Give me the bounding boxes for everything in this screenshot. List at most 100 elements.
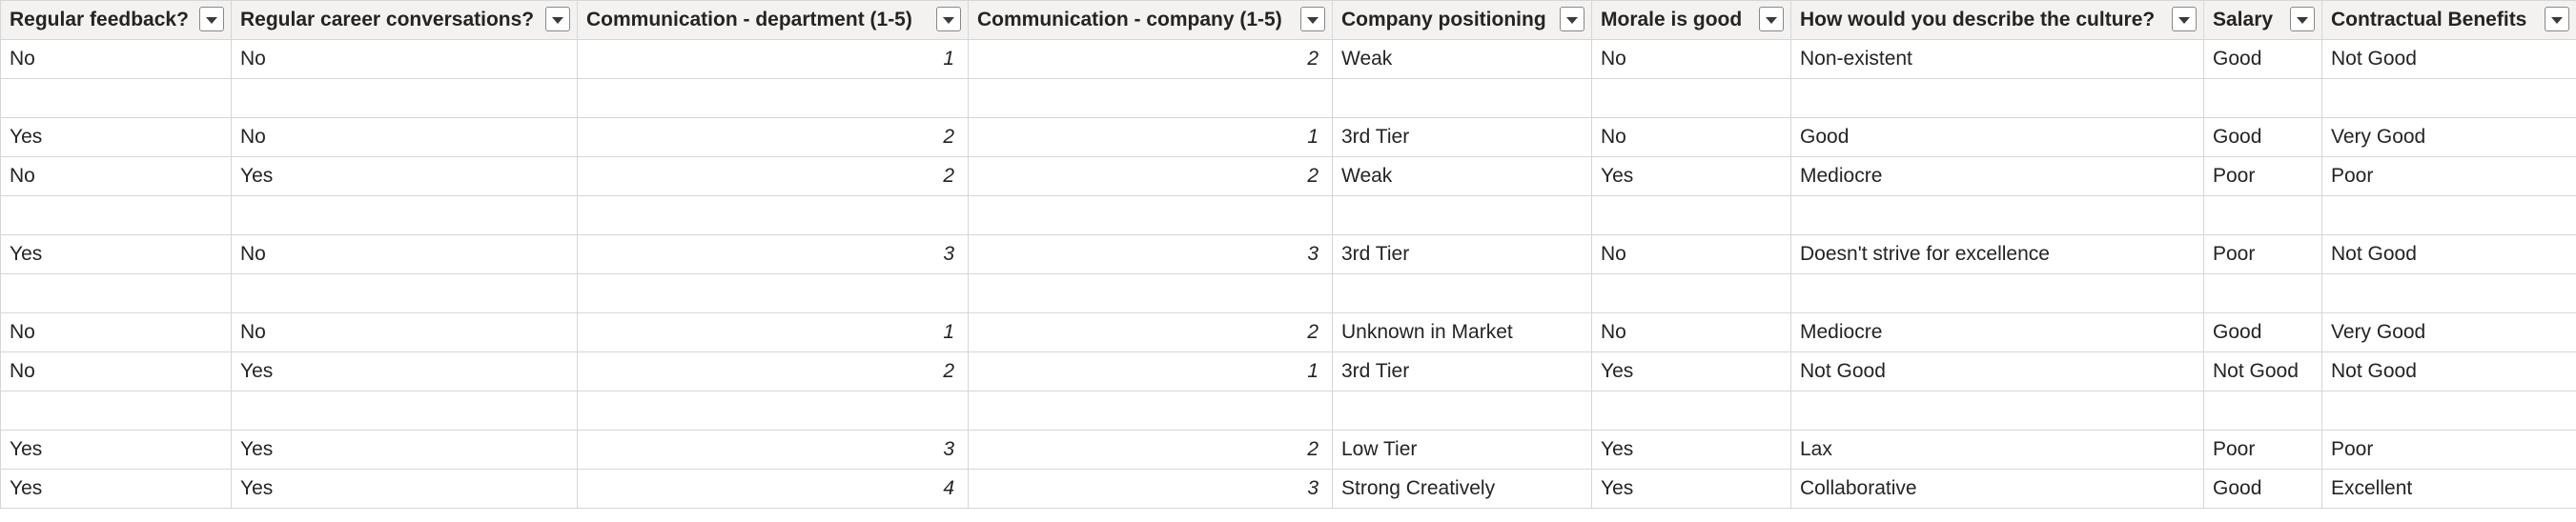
table-cell-morale (1591, 78, 1791, 118)
table-cell-culture: Collaborative (1790, 469, 2204, 509)
table-cell-feedback (0, 78, 232, 118)
table-cell-positioning: 3rd Tier (1332, 117, 1592, 157)
column-header-label: Contractual Benefits (2331, 9, 2527, 30)
table-row: Yes No 2 1 3rd Tier No Good Good Very Good (0, 117, 2576, 157)
table-cell-career: Yes (231, 469, 578, 509)
column-header-morale[interactable]: Morale is good (1591, 0, 1791, 40)
column-header-positioning[interactable]: Company positioning (1332, 0, 1592, 40)
filter-dropdown-icon[interactable] (2545, 7, 2569, 31)
table-row (0, 195, 2576, 235)
table-cell-benefits (2321, 391, 2576, 431)
table-cell-comm_company (968, 195, 1333, 235)
table-cell-morale: No (1591, 117, 1791, 157)
table-cell-feedback: Yes (0, 117, 232, 157)
table-cell-comm_company (968, 78, 1333, 118)
column-header-comm_company[interactable]: Communication - company (1-5) (968, 0, 1333, 40)
column-header-benefits[interactable]: Contractual Benefits (2321, 0, 2576, 40)
table-row: No No 1 2 Unknown in Market No Mediocre Good Ver… (0, 312, 2576, 352)
table-cell-career (231, 78, 578, 118)
filter-dropdown-icon[interactable] (545, 7, 570, 31)
table-cell-comm_company: 2 (968, 430, 1333, 470)
table-cell-career: No (231, 117, 578, 157)
column-header-feedback[interactable]: Regular feedback? (0, 0, 232, 40)
table-cell-comm_dept: 1 (577, 312, 969, 352)
table-cell-culture (1790, 273, 2204, 313)
table-row: Yes No 3 3 3rd Tier No Doesn't strive for exce… (0, 234, 2576, 274)
filter-dropdown-icon[interactable] (1560, 7, 1584, 31)
table-cell-career: Yes (231, 351, 578, 392)
table-cell-benefits (2321, 195, 2576, 235)
table-cell-benefits (2321, 273, 2576, 313)
table-cell-salary: Poor (2203, 430, 2322, 470)
table-row: No No 1 2 Weak No Non-existent Good Not Good (0, 39, 2576, 79)
table-cell-culture: Not Good (1790, 351, 2204, 392)
table-cell-positioning: Strong Creatively (1332, 469, 1592, 509)
table-cell-benefits: Not Good (2321, 351, 2576, 392)
filter-dropdown-icon[interactable] (199, 7, 224, 31)
table-cell-comm_dept: 3 (577, 234, 969, 274)
filter-dropdown-icon[interactable] (1759, 7, 1784, 31)
table-cell-culture (1790, 391, 2204, 431)
table-cell-positioning (1332, 391, 1592, 431)
table-row: Yes Yes 4 3 Strong Creatively Yes Collaborativ… (0, 469, 2576, 509)
table-cell-morale (1591, 273, 1791, 313)
table-cell-salary (2203, 195, 2322, 235)
table-cell-salary (2203, 78, 2322, 118)
table-cell-benefits: Not Good (2321, 234, 2576, 274)
table-cell-career (231, 195, 578, 235)
table-row: Yes Yes 3 2 Low Tier Yes Lax Poor Poor (0, 430, 2576, 470)
table-cell-comm_company: 1 (968, 117, 1333, 157)
table-cell-feedback: No (0, 312, 232, 352)
chevron-down-icon (206, 16, 217, 24)
table-cell-career (231, 273, 578, 313)
table-cell-career: Yes (231, 156, 578, 196)
table-cell-morale: Yes (1591, 430, 1791, 470)
table-cell-morale: Yes (1591, 156, 1791, 196)
filter-dropdown-icon[interactable] (936, 7, 961, 31)
table-cell-benefits: Not Good (2321, 39, 2576, 79)
table-cell-feedback: Yes (0, 430, 232, 470)
table-cell-morale: No (1591, 234, 1791, 274)
table-cell-feedback (0, 195, 232, 235)
table-cell-positioning: Weak (1332, 39, 1592, 79)
chevron-down-icon (552, 16, 563, 24)
table-cell-benefits: Very Good (2321, 312, 2576, 352)
column-header-culture[interactable]: How would you describe the culture? (1790, 0, 2204, 40)
filter-dropdown-icon[interactable] (2290, 7, 2315, 31)
table-cell-salary: Poor (2203, 234, 2322, 274)
table-cell-culture: Doesn't strive for excellence (1790, 234, 2204, 274)
table-cell-comm_company: 3 (968, 234, 1333, 274)
table-cell-benefits: Excellent (2321, 469, 2576, 509)
table-row (0, 391, 2576, 431)
filter-dropdown-icon[interactable] (2172, 7, 2197, 31)
table-cell-comm_dept: 2 (577, 156, 969, 196)
table-cell-comm_dept: 2 (577, 117, 969, 157)
table-cell-career: No (231, 234, 578, 274)
chevron-down-icon (2297, 16, 2308, 24)
column-header-label: Regular career conversations? (240, 9, 535, 30)
table-cell-salary: Good (2203, 312, 2322, 352)
table-cell-comm_company (968, 391, 1333, 431)
table-cell-comm_dept (577, 273, 969, 313)
column-header-salary[interactable]: Salary (2203, 0, 2322, 40)
filter-dropdown-icon[interactable] (1300, 7, 1325, 31)
table-cell-feedback: Yes (0, 234, 232, 274)
table-cell-feedback (0, 273, 232, 313)
table-cell-morale (1591, 391, 1791, 431)
table-cell-career: Yes (231, 430, 578, 470)
table-cell-culture: Mediocre (1790, 312, 2204, 352)
column-header-label: How would you describe the culture? (1800, 9, 2156, 30)
table-cell-positioning: Low Tier (1332, 430, 1592, 470)
table-cell-positioning (1332, 273, 1592, 313)
table-cell-comm_company (968, 273, 1333, 313)
column-header-career[interactable]: Regular career conversations? (231, 0, 578, 40)
table-cell-salary (2203, 391, 2322, 431)
column-header-comm_dept[interactable]: Communication - department (1-5) (577, 0, 969, 40)
column-header-label: Salary (2213, 9, 2274, 30)
chevron-down-icon (1766, 16, 1777, 24)
table-row (0, 273, 2576, 313)
table-cell-salary: Good (2203, 117, 2322, 157)
table-cell-career (231, 391, 578, 431)
table-cell-morale: No (1591, 312, 1791, 352)
table-row: No Yes 2 2 Weak Yes Mediocre Poor Poor (0, 156, 2576, 196)
